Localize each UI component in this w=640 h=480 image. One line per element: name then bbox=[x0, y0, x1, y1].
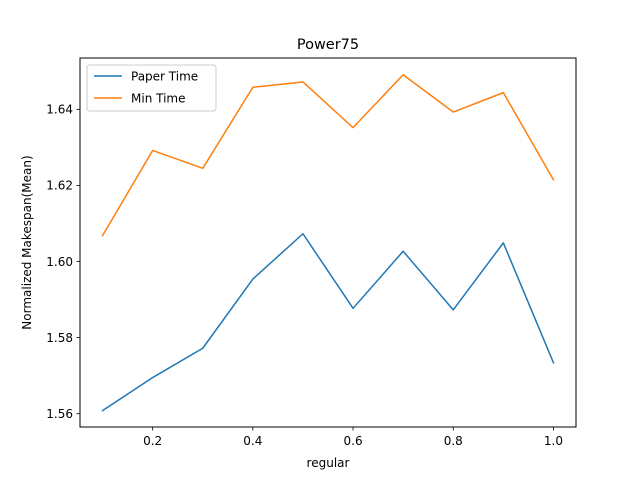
plot-frame bbox=[79, 57, 577, 428]
data-point bbox=[552, 178, 555, 181]
series-layer bbox=[101, 73, 555, 412]
x-axis-ticks: 0.2 0.4 0.6 0.8 1.0 bbox=[143, 427, 563, 448]
y-tick-label: 1.58 bbox=[46, 331, 73, 345]
y-tick-label: 1.64 bbox=[46, 103, 73, 117]
data-point bbox=[151, 376, 154, 379]
data-point bbox=[352, 307, 355, 310]
x-tick-label: 1.0 bbox=[544, 434, 563, 448]
data-point bbox=[301, 80, 304, 83]
data-point bbox=[101, 234, 104, 237]
data-point bbox=[552, 361, 555, 364]
x-tick-label: 0.4 bbox=[243, 434, 262, 448]
data-point bbox=[402, 250, 405, 253]
chart-title: Power75 bbox=[297, 37, 359, 53]
series-line-1 bbox=[101, 73, 555, 237]
data-point bbox=[201, 167, 204, 170]
data-point bbox=[101, 409, 104, 412]
y-axis-label: Normalized Makespan(Mean) bbox=[20, 155, 34, 329]
data-point bbox=[402, 73, 405, 76]
x-axis-label: regular bbox=[307, 456, 350, 470]
y-tick-label: 1.60 bbox=[46, 255, 73, 269]
x-tick-label: 0.8 bbox=[444, 434, 463, 448]
legend: Paper Time Min Time bbox=[86, 64, 217, 112]
legend-label: Min Time bbox=[131, 91, 185, 105]
legend-label: Paper Time bbox=[131, 69, 198, 83]
data-point bbox=[502, 241, 505, 244]
data-point bbox=[301, 232, 304, 235]
series-line-0 bbox=[101, 233, 555, 412]
data-point bbox=[201, 347, 204, 350]
data-point bbox=[452, 111, 455, 114]
data-point bbox=[352, 126, 355, 129]
plot-area bbox=[80, 58, 576, 427]
y-axis-ticks: 1.56 1.58 1.60 1.62 1.64 bbox=[46, 103, 80, 421]
x-tick-label: 0.2 bbox=[143, 434, 162, 448]
x-tick-label: 0.6 bbox=[344, 434, 363, 448]
data-point bbox=[251, 278, 254, 281]
data-point bbox=[452, 308, 455, 311]
data-point bbox=[251, 86, 254, 89]
data-point bbox=[502, 91, 505, 94]
y-tick-label: 1.62 bbox=[46, 179, 73, 193]
data-point bbox=[151, 149, 154, 152]
y-tick-label: 1.56 bbox=[46, 407, 73, 421]
